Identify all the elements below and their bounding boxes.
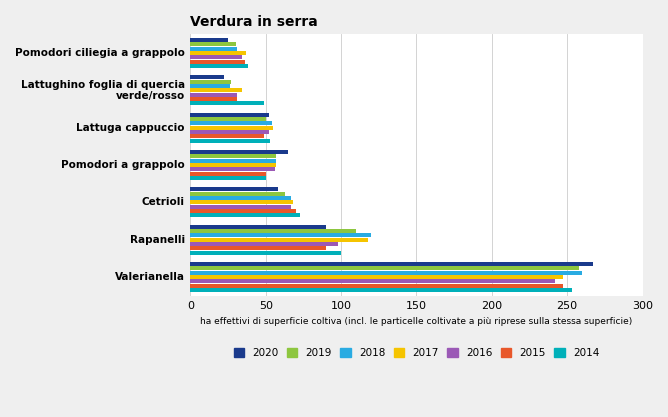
Bar — [190, 130, 269, 134]
Bar — [190, 284, 562, 288]
Bar — [190, 266, 579, 270]
X-axis label: ha effettivi di superficie coltiva (incl. le particelle coltivate a più riprese : ha effettivi di superficie coltiva (incl… — [200, 317, 633, 326]
Bar — [190, 84, 230, 88]
Bar — [190, 51, 246, 55]
Bar — [190, 163, 277, 167]
Bar — [190, 288, 572, 292]
Bar — [190, 205, 291, 208]
Bar — [190, 159, 277, 163]
Bar — [190, 172, 266, 176]
Bar — [190, 213, 301, 217]
Bar — [190, 75, 224, 79]
Bar — [190, 38, 228, 42]
Bar — [190, 167, 275, 171]
Bar — [190, 242, 338, 246]
Bar — [190, 55, 242, 59]
Bar — [190, 101, 265, 105]
Bar — [190, 113, 269, 117]
Bar — [190, 187, 278, 191]
Bar — [190, 117, 266, 121]
Bar — [190, 97, 237, 101]
Bar — [190, 138, 271, 143]
Bar — [190, 126, 273, 130]
Bar — [190, 80, 231, 84]
Bar — [190, 238, 368, 241]
Bar — [190, 196, 291, 200]
Bar — [190, 43, 236, 46]
Bar — [190, 93, 237, 97]
Legend: 2020, 2019, 2018, 2017, 2016, 2015, 2014: 2020, 2019, 2018, 2017, 2016, 2015, 2014 — [234, 348, 599, 358]
Bar — [190, 225, 326, 229]
Bar — [190, 134, 265, 138]
Bar — [190, 209, 296, 213]
Bar — [190, 251, 341, 254]
Bar — [190, 176, 266, 180]
Bar — [190, 60, 244, 64]
Bar — [190, 150, 289, 154]
Bar — [190, 154, 277, 158]
Bar — [190, 64, 248, 68]
Bar — [190, 88, 242, 92]
Bar — [190, 229, 356, 233]
Bar — [190, 200, 293, 204]
Bar — [190, 121, 272, 126]
Bar — [190, 271, 582, 275]
Text: Verdura in serra: Verdura in serra — [190, 15, 318, 29]
Bar — [190, 47, 237, 51]
Bar — [190, 246, 326, 250]
Bar — [190, 262, 593, 266]
Bar — [190, 234, 371, 237]
Bar — [190, 279, 555, 283]
Bar — [190, 192, 285, 196]
Bar — [190, 275, 562, 279]
